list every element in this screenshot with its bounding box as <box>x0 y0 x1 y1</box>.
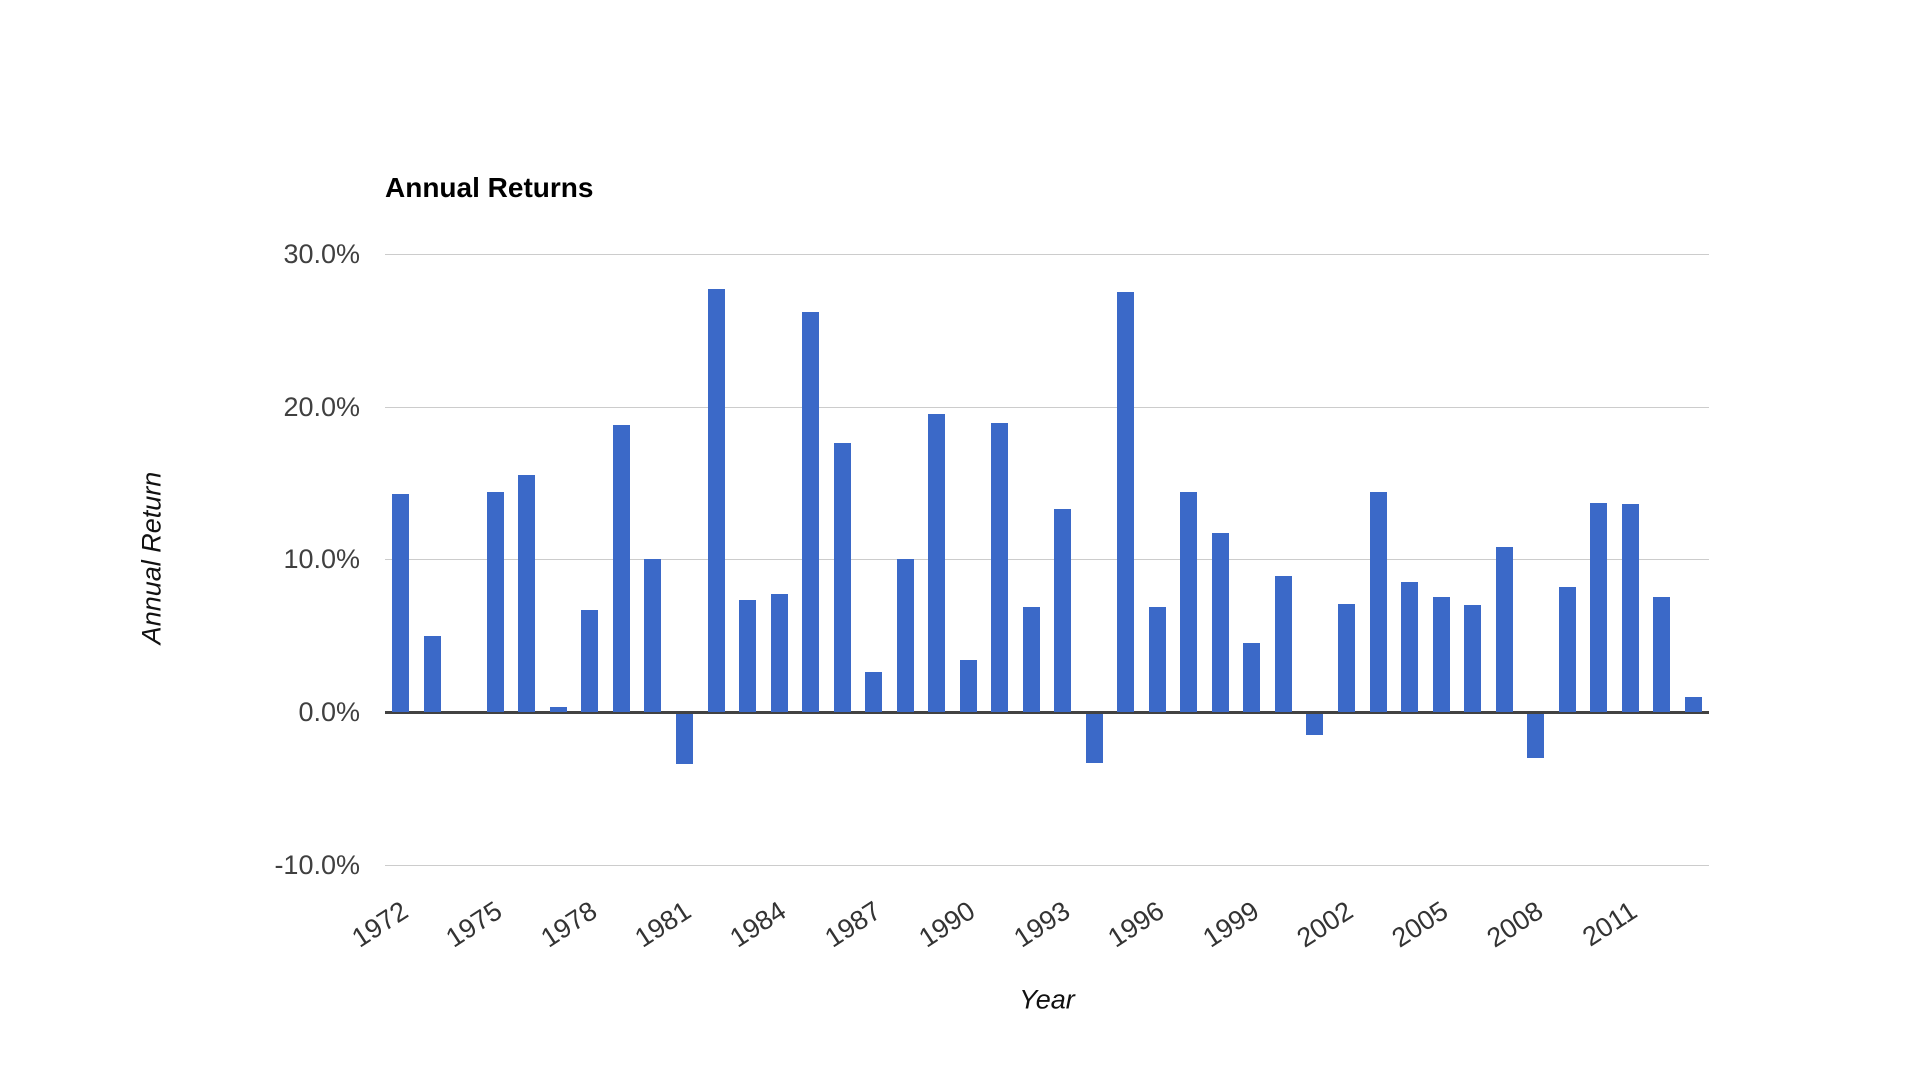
bar-1979 <box>612 424 630 712</box>
x-tick-label-2005: 2005 <box>1386 895 1454 954</box>
x-tick-label-2008: 2008 <box>1481 895 1548 954</box>
x-axis-zero-line <box>385 710 1709 714</box>
bar-1992 <box>1022 606 1040 712</box>
x-tick-label-1981: 1981 <box>629 895 697 954</box>
y-tick-label-30: 30.0% <box>283 239 360 269</box>
bar-2008 <box>1527 713 1545 759</box>
bar-2006 <box>1464 605 1482 712</box>
bar-1985 <box>802 311 820 712</box>
x-tick-label-2002: 2002 <box>1291 895 1359 954</box>
bar-1989 <box>928 414 946 712</box>
chart-title: Annual Returns <box>385 172 594 203</box>
x-tick-label-1993: 1993 <box>1008 895 1075 954</box>
x-axis-title: Year <box>1019 984 1075 1015</box>
bar-1998 <box>1211 533 1229 712</box>
bar-1997 <box>1180 492 1198 712</box>
x-tick-label-1999: 1999 <box>1197 895 1265 954</box>
gridline-20 <box>385 406 1709 408</box>
bar-1975 <box>486 492 504 712</box>
gridline--10 <box>385 864 1709 866</box>
bar-1977 <box>549 707 567 712</box>
bar-2003 <box>1369 492 1387 712</box>
bar-2001 <box>1306 713 1324 736</box>
bar-1980 <box>644 559 662 712</box>
bar-1982 <box>707 289 725 712</box>
bar-2010 <box>1590 502 1608 712</box>
bar-1988 <box>896 559 914 712</box>
bar-1991 <box>991 423 1009 712</box>
bar-1994 <box>1085 713 1103 763</box>
bar-1978 <box>581 609 599 712</box>
x-tick-label-1984: 1984 <box>724 895 792 954</box>
bar-1987 <box>865 672 883 712</box>
bar-1983 <box>739 600 757 712</box>
bar-1995 <box>1117 292 1135 712</box>
gridline-30 <box>385 254 1709 255</box>
bar-1986 <box>833 443 851 712</box>
bar-2002 <box>1337 603 1355 712</box>
y-tick-label-0: 0.0% <box>298 696 360 727</box>
bar-1999 <box>1243 643 1261 712</box>
y-tick-label-20: 20.0% <box>283 391 360 422</box>
bar-1981 <box>675 713 693 765</box>
x-tick-label-1978: 1978 <box>535 895 603 954</box>
bar-1984 <box>770 594 788 712</box>
x-tick-label-1972: 1972 <box>346 895 413 954</box>
bar-2012 <box>1653 597 1671 712</box>
y-axis-title: Annual Return <box>136 471 167 645</box>
bar-2005 <box>1432 597 1450 712</box>
bar-1993 <box>1054 508 1072 712</box>
x-tick-label-1996: 1996 <box>1102 895 1170 954</box>
bar-2000 <box>1274 576 1292 712</box>
bar-2011 <box>1621 504 1639 712</box>
y-tick-label-10: 10.0% <box>283 544 360 575</box>
bar-2007 <box>1495 547 1513 712</box>
x-tick-label-1987: 1987 <box>819 895 886 954</box>
bar-2009 <box>1558 586 1576 712</box>
gridline-10 <box>385 559 1709 561</box>
bar-2004 <box>1401 582 1419 712</box>
bar-1996 <box>1148 606 1166 712</box>
bar-1973 <box>423 635 441 712</box>
bar-1972 <box>392 493 410 712</box>
y-tick-label--10: -10.0% <box>274 849 360 880</box>
x-tick-label-2011: 2011 <box>1577 895 1643 953</box>
x-tick-label-1990: 1990 <box>913 895 981 954</box>
bar-1976 <box>518 475 536 712</box>
bar-2013 <box>1684 696 1702 712</box>
x-tick-label-1975: 1975 <box>440 895 508 954</box>
bar-1990 <box>959 659 977 712</box>
